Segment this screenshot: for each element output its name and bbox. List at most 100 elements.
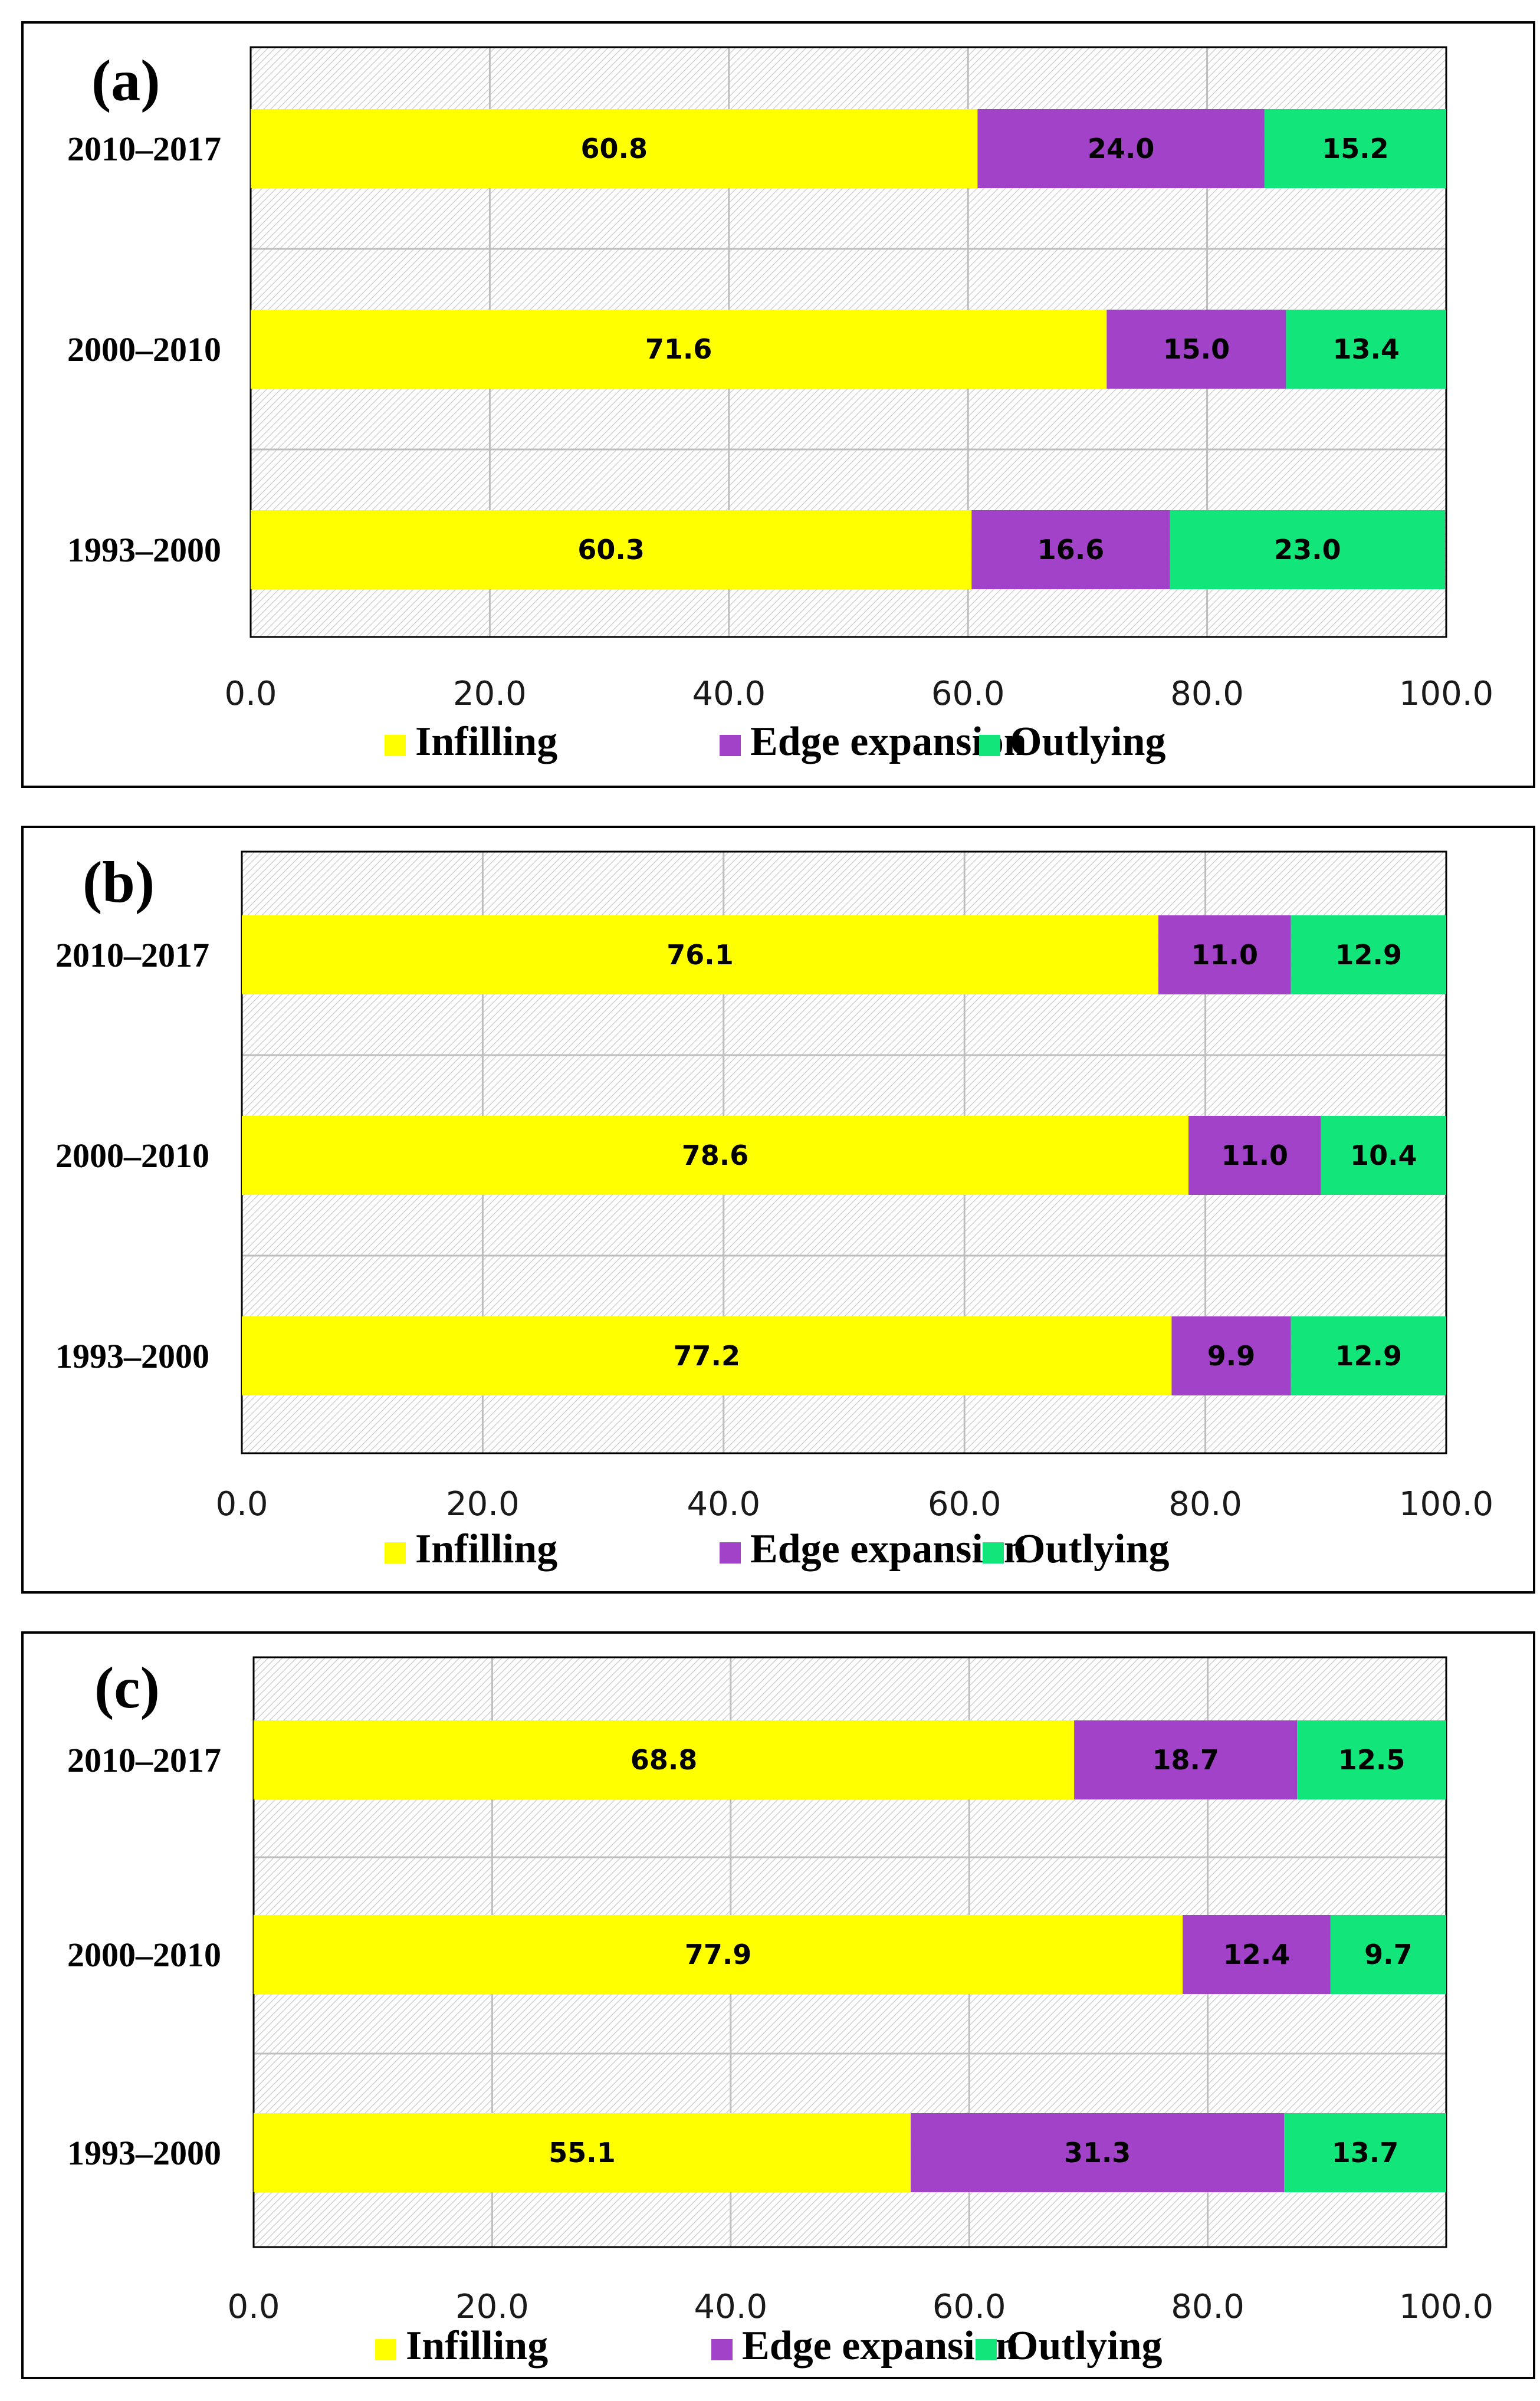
data-label: 16.6: [1037, 534, 1105, 566]
bar-outlying: [1321, 1116, 1446, 1195]
data-label: 76.1: [666, 939, 734, 971]
category-label: 2000–2010: [55, 1137, 209, 1175]
legend-swatch-edge: [711, 2339, 733, 2360]
bar-outlying: [1264, 109, 1446, 188]
panel-title: (c): [94, 1655, 160, 1720]
data-label: 24.0: [1088, 133, 1155, 165]
bar-infilling: [254, 1720, 1075, 1799]
bar-outlying: [1297, 1720, 1446, 1799]
chart-panel-b: 76.1 11.0 12.9 2010–2017 78.6 11.0 10.4 2000–20…: [21, 826, 1535, 1594]
category-label: 1993–2000: [55, 1337, 209, 1375]
data-label: 11.0: [1222, 1139, 1289, 1171]
category-label: 2000–2010: [67, 330, 221, 369]
bar-outlying: [1284, 2113, 1446, 2192]
data-label: 12.4: [1223, 1939, 1291, 1970]
data-label: 9.9: [1207, 1340, 1256, 1372]
bar-infilling: [242, 1316, 1172, 1395]
data-label: 55.1: [549, 2137, 616, 2169]
bar-edge: [1158, 915, 1291, 994]
bar-edge: [1074, 1720, 1298, 1799]
legend-swatch-infilling: [385, 735, 406, 756]
category-label: 1993–2000: [67, 2134, 221, 2172]
bar-edge: [971, 510, 1170, 589]
data-label: 31.3: [1064, 2137, 1131, 2169]
chart-c: 68.8 18.7 12.5 2010–2017 77.9 12.4 9.7 2000–201…: [67, 1655, 1493, 2369]
legend-label-outlying: Outlying: [1013, 1526, 1170, 1572]
category-label: 2010–2017: [55, 936, 209, 974]
legend-swatch-outlying: [976, 2339, 997, 2360]
legend-label-infilling: Infilling: [406, 2323, 548, 2369]
data-label: 68.8: [631, 1744, 698, 1776]
data-label: 60.8: [580, 133, 648, 165]
x-tick-label: 40.0: [694, 2288, 767, 2326]
x-tick-label: 40.0: [692, 675, 766, 713]
chart-b: 76.1 11.0 12.9 2010–2017 78.6 11.0 10.4 2000–20…: [55, 849, 1493, 1572]
data-label: 60.3: [577, 534, 645, 566]
chart-panel-c: 68.8 18.7 12.5 2010–2017 77.9 12.4 9.7 2000–201…: [21, 1631, 1535, 2379]
data-label: 78.6: [682, 1139, 749, 1171]
x-tick-label: 80.0: [1171, 2288, 1245, 2326]
bar-outlying: [1286, 310, 1446, 389]
legend-swatch-infilling: [385, 1542, 406, 1564]
x-tick-label: 0.0: [227, 2288, 280, 2326]
chart-a: 60.8 24.0 15.2 2010–2017 71.6 15.0 13.4 2000–20…: [67, 46, 1493, 764]
panel-title: (b): [83, 849, 155, 915]
legend-label-outlying: Outlying: [1006, 2323, 1163, 2369]
panel-title: (a): [91, 48, 160, 113]
bar-infilling: [242, 1116, 1189, 1195]
bar-outlying: [1291, 915, 1446, 994]
category-label: 2000–2010: [67, 1936, 221, 1974]
data-label: 12.9: [1335, 939, 1403, 971]
bar-edge: [1106, 310, 1286, 389]
x-tick-label: 60.0: [931, 675, 1005, 713]
legend-label-edge: Edge expansion: [750, 1526, 1027, 1572]
bar-infilling: [251, 510, 972, 589]
bar-edge: [977, 109, 1265, 188]
x-tick-label: 100.0: [1399, 1485, 1493, 1523]
data-label: 15.0: [1163, 333, 1230, 365]
bar-infilling: [254, 1915, 1183, 1994]
bar-edge: [1188, 1116, 1321, 1195]
bar-infilling: [251, 310, 1107, 389]
data-label: 9.7: [1364, 1939, 1413, 1970]
data-label: 23.0: [1274, 534, 1341, 566]
bar-infilling: [242, 915, 1158, 994]
data-label: 13.7: [1332, 2137, 1399, 2169]
x-tick-label: 100.0: [1399, 2288, 1493, 2326]
legend-label-outlying: Outlying: [1010, 719, 1166, 764]
bar-edge: [1171, 1316, 1291, 1395]
x-tick-label: 60.0: [932, 2288, 1006, 2326]
legend-swatch-infilling: [375, 2339, 396, 2360]
bar-edge: [1183, 1915, 1331, 1994]
category-label: 2010–2017: [67, 130, 221, 168]
data-label: 12.9: [1335, 1340, 1403, 1372]
data-label: 13.4: [1332, 333, 1400, 365]
data-label: 12.5: [1338, 1744, 1406, 1776]
bar-infilling: [254, 2113, 911, 2192]
category-label: 1993–2000: [67, 531, 221, 569]
x-tick-label: 40.0: [687, 1485, 760, 1523]
x-tick-label: 20.0: [446, 1485, 520, 1523]
x-tick-label: 20.0: [455, 2288, 529, 2326]
category-label: 2010–2017: [67, 1741, 221, 1779]
chart-panel-a: 60.8 24.0 15.2 2010–2017 71.6 15.0 13.4 2000–20…: [21, 21, 1535, 788]
bar-infilling: [251, 109, 978, 188]
bar-outlying: [1170, 510, 1445, 589]
data-label: 10.4: [1350, 1139, 1417, 1171]
legend-label-edge: Edge expansion: [742, 2323, 1019, 2369]
x-tick-label: 0.0: [215, 1485, 268, 1523]
data-label: 77.2: [673, 1340, 740, 1372]
x-tick-label: 100.0: [1399, 675, 1493, 713]
bar-outlying: [1330, 1915, 1446, 1994]
bar-outlying: [1291, 1316, 1446, 1395]
x-tick-label: 0.0: [224, 675, 277, 713]
data-label: 71.6: [645, 333, 712, 365]
data-label: 18.7: [1152, 1744, 1219, 1776]
x-tick-label: 60.0: [928, 1485, 1002, 1523]
legend-swatch-edge: [720, 1542, 741, 1564]
bar-edge: [911, 2113, 1285, 2192]
data-label: 77.9: [685, 1939, 752, 1970]
legend-label-infilling: Infilling: [415, 719, 557, 764]
legend-label-infilling: Infilling: [415, 1526, 557, 1572]
data-label: 11.0: [1191, 939, 1259, 971]
